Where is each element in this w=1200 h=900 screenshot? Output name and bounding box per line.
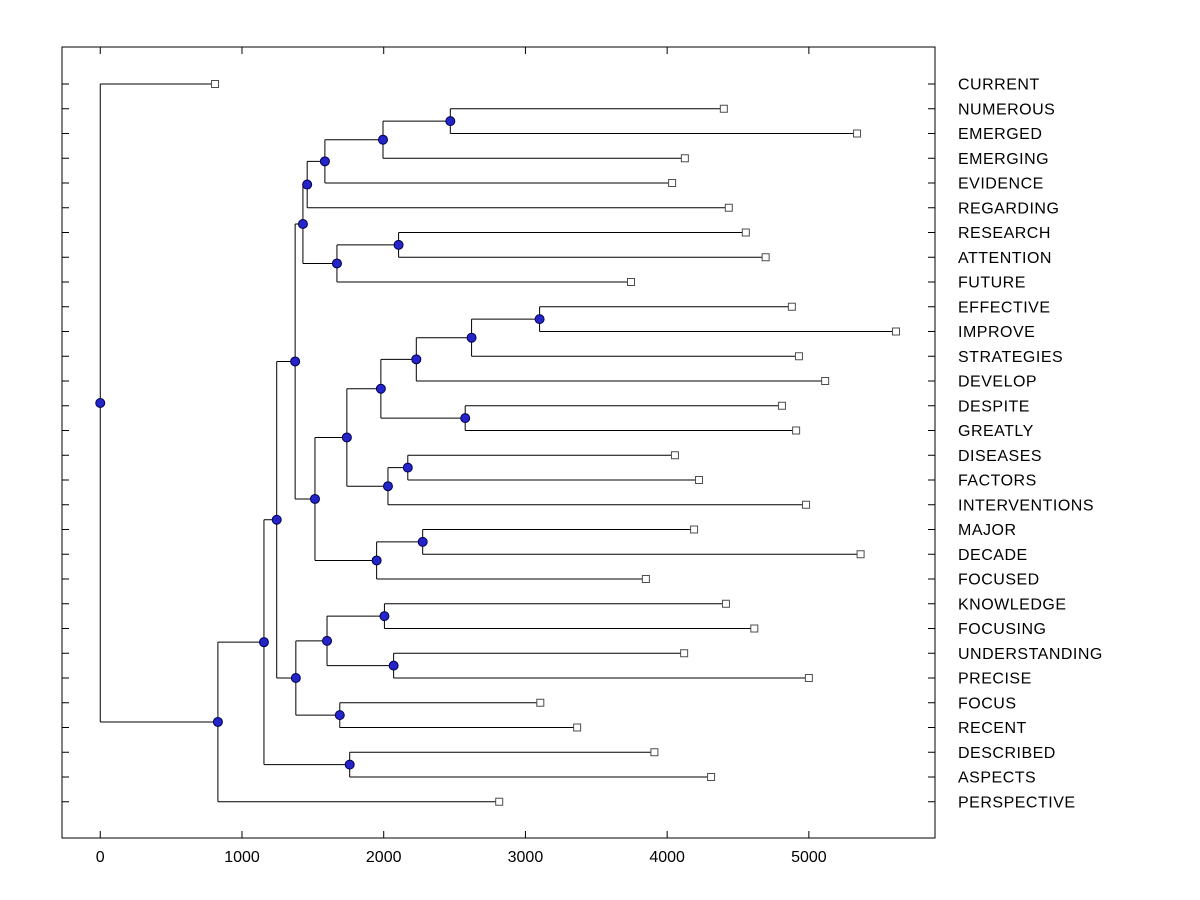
internal-node-marker[interactable]: [377, 134, 388, 145]
leaf-label: EFFECTIVE: [958, 299, 1051, 316]
leaf-label: PERSPECTIVE: [958, 794, 1076, 811]
internal-node-marker[interactable]: [466, 332, 477, 343]
internal-node-marker[interactable]: [290, 673, 301, 683]
leaf-label: DISEASES: [958, 448, 1042, 465]
x-tick-label: 1000: [224, 849, 260, 866]
leaf-label: DESCRIBED: [958, 745, 1056, 762]
leaf-label: ASPECTS: [958, 770, 1036, 787]
leaf-label: DECADE: [958, 547, 1028, 564]
leaf-label: KNOWLEDGE: [958, 596, 1067, 613]
internal-node-marker[interactable]: [375, 383, 386, 394]
internal-node-marker[interactable]: [309, 493, 320, 504]
leaf-marker[interactable]: [690, 525, 699, 534]
internal-node-marker[interactable]: [341, 432, 352, 443]
leaf-label: STRATEGIES: [958, 349, 1063, 366]
internal-node-marker[interactable]: [319, 156, 330, 167]
leaf-marker[interactable]: [536, 698, 545, 707]
internal-node-marker[interactable]: [411, 354, 422, 365]
internal-node-marker[interactable]: [322, 635, 333, 646]
internal-node-marker[interactable]: [290, 356, 301, 367]
leaf-label: IMPROVE: [958, 324, 1035, 341]
leaf-marker[interactable]: [856, 550, 865, 559]
leaf-label: FOCUS: [958, 695, 1017, 712]
leaf-marker[interactable]: [761, 253, 770, 262]
x-tick-label: 5000: [791, 849, 827, 866]
internal-node-marker[interactable]: [212, 716, 223, 727]
leaf-label: FOCUSED: [958, 572, 1040, 589]
leaf-marker[interactable]: [741, 228, 750, 237]
leaf-marker[interactable]: [627, 278, 636, 286]
leaf-marker[interactable]: [495, 797, 504, 806]
leaf-marker[interactable]: [668, 179, 677, 187]
leaf-label: DEVELOP: [958, 374, 1037, 391]
leaf-marker[interactable]: [719, 104, 728, 113]
leaf-label: FOCUSING: [958, 621, 1046, 638]
internal-node-marker[interactable]: [379, 611, 390, 622]
leaf-label: NUMEROUS: [958, 101, 1055, 118]
internal-node-marker[interactable]: [95, 397, 106, 408]
leaf-marker[interactable]: [750, 624, 759, 633]
leaf-marker[interactable]: [650, 748, 659, 757]
internal-node-marker[interactable]: [302, 179, 313, 190]
leaf-label: MAJOR: [958, 522, 1017, 539]
internal-node-marker[interactable]: [393, 239, 404, 250]
leaf-label: REGARDING: [958, 200, 1059, 217]
leaf-marker[interactable]: [680, 649, 689, 658]
x-tick-label: 4000: [649, 849, 685, 866]
leaf-label: FACTORS: [958, 473, 1037, 490]
leaf-marker[interactable]: [802, 500, 811, 509]
leaf-label: GREATLY: [958, 423, 1034, 440]
leaf-marker[interactable]: [670, 451, 679, 460]
leaf-label: ATTENTION: [958, 250, 1052, 267]
internal-node-marker[interactable]: [331, 258, 342, 269]
leaf-label: RECENT: [958, 720, 1027, 737]
leaf-label: EMERGED: [958, 126, 1042, 143]
leaf-marker[interactable]: [792, 426, 801, 435]
leaf-marker[interactable]: [892, 327, 901, 336]
internal-node-marker[interactable]: [460, 413, 471, 424]
x-tick-label: 3000: [508, 849, 544, 866]
internal-node-marker[interactable]: [388, 660, 399, 671]
leaf-marker[interactable]: [695, 476, 704, 484]
leaf-label: RESEARCH: [958, 225, 1051, 242]
leaf-marker[interactable]: [641, 575, 650, 583]
leaf-label: PRECISE: [958, 671, 1032, 688]
internal-node-marker[interactable]: [344, 759, 355, 770]
leaf-marker[interactable]: [853, 129, 862, 138]
internal-node-marker[interactable]: [371, 555, 382, 566]
x-tick-label: 0: [96, 849, 105, 866]
internal-node-marker[interactable]: [297, 218, 308, 229]
leaf-marker[interactable]: [211, 80, 220, 88]
leaf-label: EVIDENCE: [958, 176, 1044, 193]
leaf-label: EMERGING: [958, 151, 1049, 168]
internal-node-marker[interactable]: [334, 710, 345, 721]
leaf-marker[interactable]: [721, 599, 730, 608]
internal-node-marker[interactable]: [534, 314, 545, 325]
internal-node-marker[interactable]: [271, 514, 282, 525]
leaf-label: INTERVENTIONS: [958, 497, 1094, 514]
leaf-marker[interactable]: [787, 302, 796, 311]
internal-node-marker[interactable]: [258, 637, 269, 648]
plot-box: [61, 46, 936, 839]
leaf-marker[interactable]: [777, 401, 786, 410]
internal-node-marker[interactable]: [445, 116, 456, 127]
leaf-label: CURRENT: [958, 77, 1040, 94]
leaf-marker[interactable]: [821, 377, 830, 385]
internal-node-marker[interactable]: [417, 536, 428, 547]
internal-node-marker[interactable]: [382, 481, 393, 492]
leaf-marker[interactable]: [680, 154, 689, 163]
leaf-marker[interactable]: [794, 352, 803, 361]
x-tick-label: 2000: [366, 849, 402, 866]
leaf-marker[interactable]: [573, 723, 582, 732]
leaf-label: DESPITE: [958, 398, 1030, 415]
leaf-marker[interactable]: [707, 773, 716, 781]
leaf-label: FUTURE: [958, 275, 1026, 292]
leaf-marker[interactable]: [724, 203, 733, 212]
leaf-marker[interactable]: [804, 674, 813, 682]
internal-node-marker[interactable]: [402, 462, 413, 473]
leaf-label: UNDERSTANDING: [958, 646, 1103, 663]
